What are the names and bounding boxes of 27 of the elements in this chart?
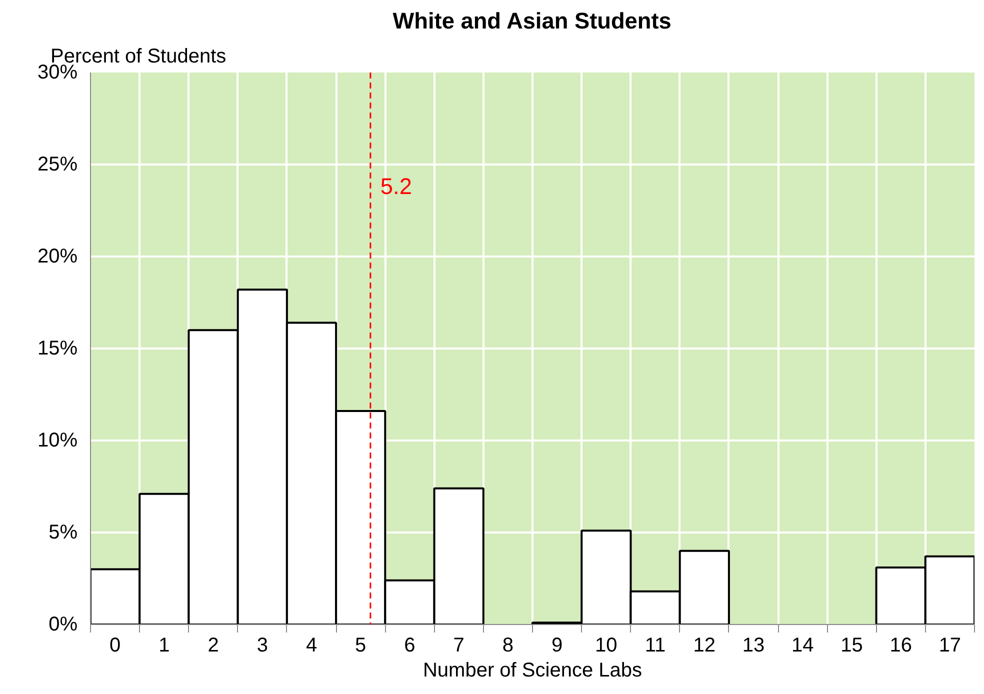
x-tick-label: 11 — [644, 634, 666, 656]
x-tick-label: 17 — [938, 634, 962, 656]
x-tick-label: 9 — [551, 634, 563, 656]
x-tick-label: 3 — [256, 634, 268, 656]
y-tick-label: 15% — [37, 338, 78, 360]
x-tick-label: 6 — [404, 634, 416, 656]
y-tick-label: 20% — [37, 246, 78, 268]
x-tick-label: 1 — [158, 634, 170, 656]
x-tick-label: 4 — [306, 634, 318, 656]
x-tick-label: 0 — [109, 634, 121, 656]
y-tick-label: 25% — [37, 154, 78, 176]
x-tick-label: 2 — [208, 634, 219, 656]
x-tick-label: 10 — [595, 634, 618, 656]
x-tick-label: 7 — [453, 634, 464, 656]
x-tick-label: 8 — [502, 634, 514, 656]
ref-line-label: 5.2 — [380, 172, 412, 199]
y-tick-label: 10% — [37, 430, 78, 452]
y-tick-label: 5% — [48, 522, 78, 544]
x-axis-title: Number of Science Labs — [423, 660, 642, 682]
chart-title: White and Asian Students — [392, 8, 672, 34]
x-tick-label: 15 — [840, 634, 863, 656]
x-tick-label: 5 — [355, 634, 366, 656]
x-tick-label: 13 — [742, 634, 765, 656]
x-tick-label: 14 — [791, 634, 814, 656]
x-tick-label: 16 — [890, 634, 912, 656]
y-tick-label: 0% — [48, 614, 78, 636]
x-tick-label: 12 — [693, 634, 716, 656]
